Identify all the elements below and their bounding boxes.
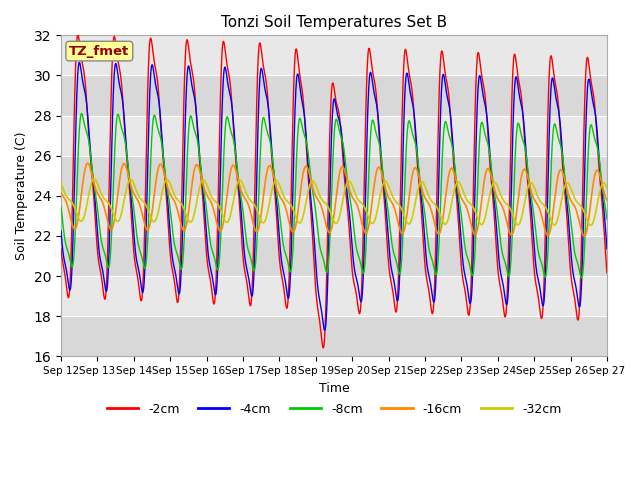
Bar bbox=[61, 156, 607, 196]
Bar bbox=[61, 116, 607, 156]
Text: TZ_fmet: TZ_fmet bbox=[69, 45, 129, 58]
Bar bbox=[61, 196, 607, 236]
Bar bbox=[61, 236, 607, 276]
Bar bbox=[61, 36, 607, 75]
Bar bbox=[61, 316, 607, 356]
X-axis label: Time: Time bbox=[319, 382, 349, 395]
Legend: -2cm, -4cm, -8cm, -16cm, -32cm: -2cm, -4cm, -8cm, -16cm, -32cm bbox=[102, 398, 566, 420]
Y-axis label: Soil Temperature (C): Soil Temperature (C) bbox=[15, 132, 28, 260]
Bar bbox=[61, 75, 607, 116]
Title: Tonzi Soil Temperatures Set B: Tonzi Soil Temperatures Set B bbox=[221, 15, 447, 30]
Bar bbox=[61, 276, 607, 316]
